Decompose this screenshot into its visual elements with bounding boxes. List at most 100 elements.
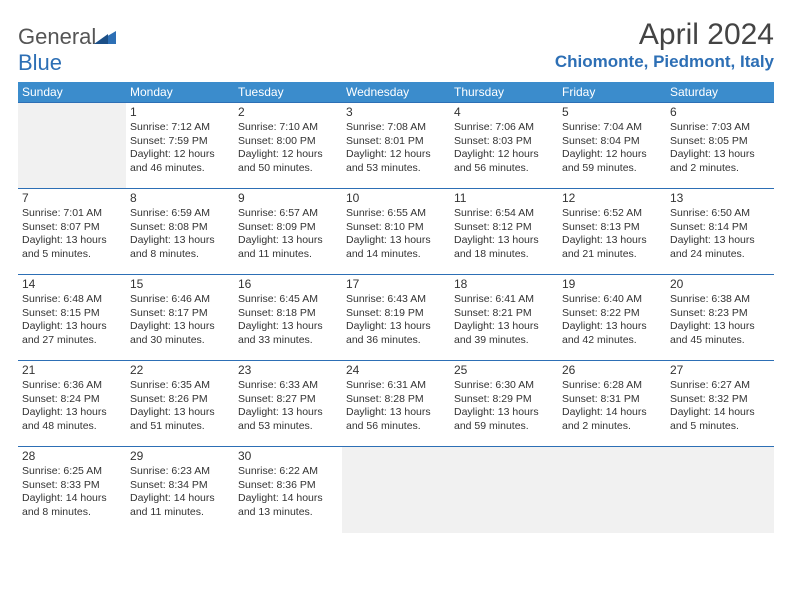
day-number: 25	[454, 363, 554, 378]
daylight-line: Daylight: 14 hours and 11 minutes.	[130, 492, 230, 519]
day-number: 27	[670, 363, 770, 378]
sunrise-line: Sunrise: 6:36 AM	[22, 379, 122, 392]
calendar-table: SundayMondayTuesdayWednesdayThursdayFrid…	[18, 82, 774, 533]
daylight-line: Daylight: 12 hours and 46 minutes.	[130, 148, 230, 175]
calendar-cell: 4Sunrise: 7:06 AMSunset: 8:03 PMDaylight…	[450, 103, 558, 189]
sunset-line: Sunset: 8:15 PM	[22, 307, 122, 320]
calendar-head: SundayMondayTuesdayWednesdayThursdayFrid…	[18, 82, 774, 103]
sunset-line: Sunset: 8:03 PM	[454, 135, 554, 148]
sunset-line: Sunset: 8:26 PM	[130, 393, 230, 406]
day-number: 19	[562, 277, 662, 292]
sunset-line: Sunset: 8:04 PM	[562, 135, 662, 148]
sunset-line: Sunset: 8:13 PM	[562, 221, 662, 234]
daylight-line: Daylight: 13 hours and 59 minutes.	[454, 406, 554, 433]
sunset-line: Sunset: 8:18 PM	[238, 307, 338, 320]
daylight-line: Daylight: 14 hours and 13 minutes.	[238, 492, 338, 519]
calendar-cell: 22Sunrise: 6:35 AMSunset: 8:26 PMDayligh…	[126, 361, 234, 447]
sunset-line: Sunset: 8:10 PM	[346, 221, 446, 234]
day-number: 20	[670, 277, 770, 292]
day-number: 5	[562, 105, 662, 120]
daylight-line: Daylight: 13 hours and 53 minutes.	[238, 406, 338, 433]
sunrise-line: Sunrise: 7:03 AM	[670, 121, 770, 134]
calendar-cell-empty	[558, 447, 666, 533]
sunset-line: Sunset: 8:28 PM	[346, 393, 446, 406]
daylight-line: Daylight: 13 hours and 11 minutes.	[238, 234, 338, 261]
calendar-cell: 19Sunrise: 6:40 AMSunset: 8:22 PMDayligh…	[558, 275, 666, 361]
day-number: 6	[670, 105, 770, 120]
daylight-line: Daylight: 12 hours and 56 minutes.	[454, 148, 554, 175]
calendar-cell: 23Sunrise: 6:33 AMSunset: 8:27 PMDayligh…	[234, 361, 342, 447]
calendar-cell: 20Sunrise: 6:38 AMSunset: 8:23 PMDayligh…	[666, 275, 774, 361]
daylight-line: Daylight: 14 hours and 2 minutes.	[562, 406, 662, 433]
daylight-line: Daylight: 13 hours and 36 minutes.	[346, 320, 446, 347]
sunset-line: Sunset: 8:36 PM	[238, 479, 338, 492]
calendar-cell: 13Sunrise: 6:50 AMSunset: 8:14 PMDayligh…	[666, 189, 774, 275]
sunrise-line: Sunrise: 7:12 AM	[130, 121, 230, 134]
daylight-line: Daylight: 13 hours and 51 minutes.	[130, 406, 230, 433]
sunset-line: Sunset: 8:17 PM	[130, 307, 230, 320]
sunrise-line: Sunrise: 6:54 AM	[454, 207, 554, 220]
day-number: 11	[454, 191, 554, 206]
sunrise-line: Sunrise: 6:28 AM	[562, 379, 662, 392]
calendar-row: 21Sunrise: 6:36 AMSunset: 8:24 PMDayligh…	[18, 361, 774, 447]
sunset-line: Sunset: 8:08 PM	[130, 221, 230, 234]
sunrise-line: Sunrise: 6:33 AM	[238, 379, 338, 392]
sunrise-line: Sunrise: 6:55 AM	[346, 207, 446, 220]
sunrise-line: Sunrise: 6:38 AM	[670, 293, 770, 306]
calendar-cell: 26Sunrise: 6:28 AMSunset: 8:31 PMDayligh…	[558, 361, 666, 447]
daylight-line: Daylight: 13 hours and 18 minutes.	[454, 234, 554, 261]
sunset-line: Sunset: 8:07 PM	[22, 221, 122, 234]
sunset-line: Sunset: 8:23 PM	[670, 307, 770, 320]
daylight-line: Daylight: 12 hours and 53 minutes.	[346, 148, 446, 175]
day-number: 18	[454, 277, 554, 292]
calendar-cell-empty	[666, 447, 774, 533]
day-number: 9	[238, 191, 338, 206]
daylight-line: Daylight: 13 hours and 42 minutes.	[562, 320, 662, 347]
calendar-body: 1Sunrise: 7:12 AMSunset: 7:59 PMDaylight…	[18, 103, 774, 533]
calendar-cell: 16Sunrise: 6:45 AMSunset: 8:18 PMDayligh…	[234, 275, 342, 361]
day-header: Sunday	[18, 82, 126, 103]
logo-triangle-icon	[94, 24, 116, 50]
sunrise-line: Sunrise: 6:31 AM	[346, 379, 446, 392]
sunrise-line: Sunrise: 6:48 AM	[22, 293, 122, 306]
calendar-cell: 7Sunrise: 7:01 AMSunset: 8:07 PMDaylight…	[18, 189, 126, 275]
sunset-line: Sunset: 8:01 PM	[346, 135, 446, 148]
calendar-cell: 29Sunrise: 6:23 AMSunset: 8:34 PMDayligh…	[126, 447, 234, 533]
sunset-line: Sunset: 8:19 PM	[346, 307, 446, 320]
day-number: 13	[670, 191, 770, 206]
sunrise-line: Sunrise: 6:43 AM	[346, 293, 446, 306]
calendar-cell: 10Sunrise: 6:55 AMSunset: 8:10 PMDayligh…	[342, 189, 450, 275]
day-header-row: SundayMondayTuesdayWednesdayThursdayFrid…	[18, 82, 774, 103]
daylight-line: Daylight: 13 hours and 24 minutes.	[670, 234, 770, 261]
day-number: 7	[22, 191, 122, 206]
daylight-line: Daylight: 14 hours and 8 minutes.	[22, 492, 122, 519]
sunrise-line: Sunrise: 6:50 AM	[670, 207, 770, 220]
sunset-line: Sunset: 8:29 PM	[454, 393, 554, 406]
sunrise-line: Sunrise: 6:22 AM	[238, 465, 338, 478]
sunset-line: Sunset: 8:14 PM	[670, 221, 770, 234]
calendar-cell: 14Sunrise: 6:48 AMSunset: 8:15 PMDayligh…	[18, 275, 126, 361]
calendar-cell: 17Sunrise: 6:43 AMSunset: 8:19 PMDayligh…	[342, 275, 450, 361]
day-number: 15	[130, 277, 230, 292]
logo-text-2: Blue	[18, 50, 62, 75]
day-number: 22	[130, 363, 230, 378]
day-header: Tuesday	[234, 82, 342, 103]
header: GeneralBlue April 2024 Chiomonte, Piedmo…	[18, 18, 774, 76]
sunrise-line: Sunrise: 6:35 AM	[130, 379, 230, 392]
calendar-cell: 3Sunrise: 7:08 AMSunset: 8:01 PMDaylight…	[342, 103, 450, 189]
calendar-row: 7Sunrise: 7:01 AMSunset: 8:07 PMDaylight…	[18, 189, 774, 275]
sunrise-line: Sunrise: 7:06 AM	[454, 121, 554, 134]
day-number: 24	[346, 363, 446, 378]
sunrise-line: Sunrise: 6:46 AM	[130, 293, 230, 306]
sunrise-line: Sunrise: 6:25 AM	[22, 465, 122, 478]
sunrise-line: Sunrise: 6:27 AM	[670, 379, 770, 392]
daylight-line: Daylight: 13 hours and 2 minutes.	[670, 148, 770, 175]
day-header: Thursday	[450, 82, 558, 103]
daylight-line: Daylight: 13 hours and 30 minutes.	[130, 320, 230, 347]
sunrise-line: Sunrise: 6:23 AM	[130, 465, 230, 478]
logo-text: GeneralBlue	[18, 24, 116, 76]
daylight-line: Daylight: 12 hours and 50 minutes.	[238, 148, 338, 175]
day-number: 3	[346, 105, 446, 120]
sunrise-line: Sunrise: 6:45 AM	[238, 293, 338, 306]
daylight-line: Daylight: 12 hours and 59 minutes.	[562, 148, 662, 175]
